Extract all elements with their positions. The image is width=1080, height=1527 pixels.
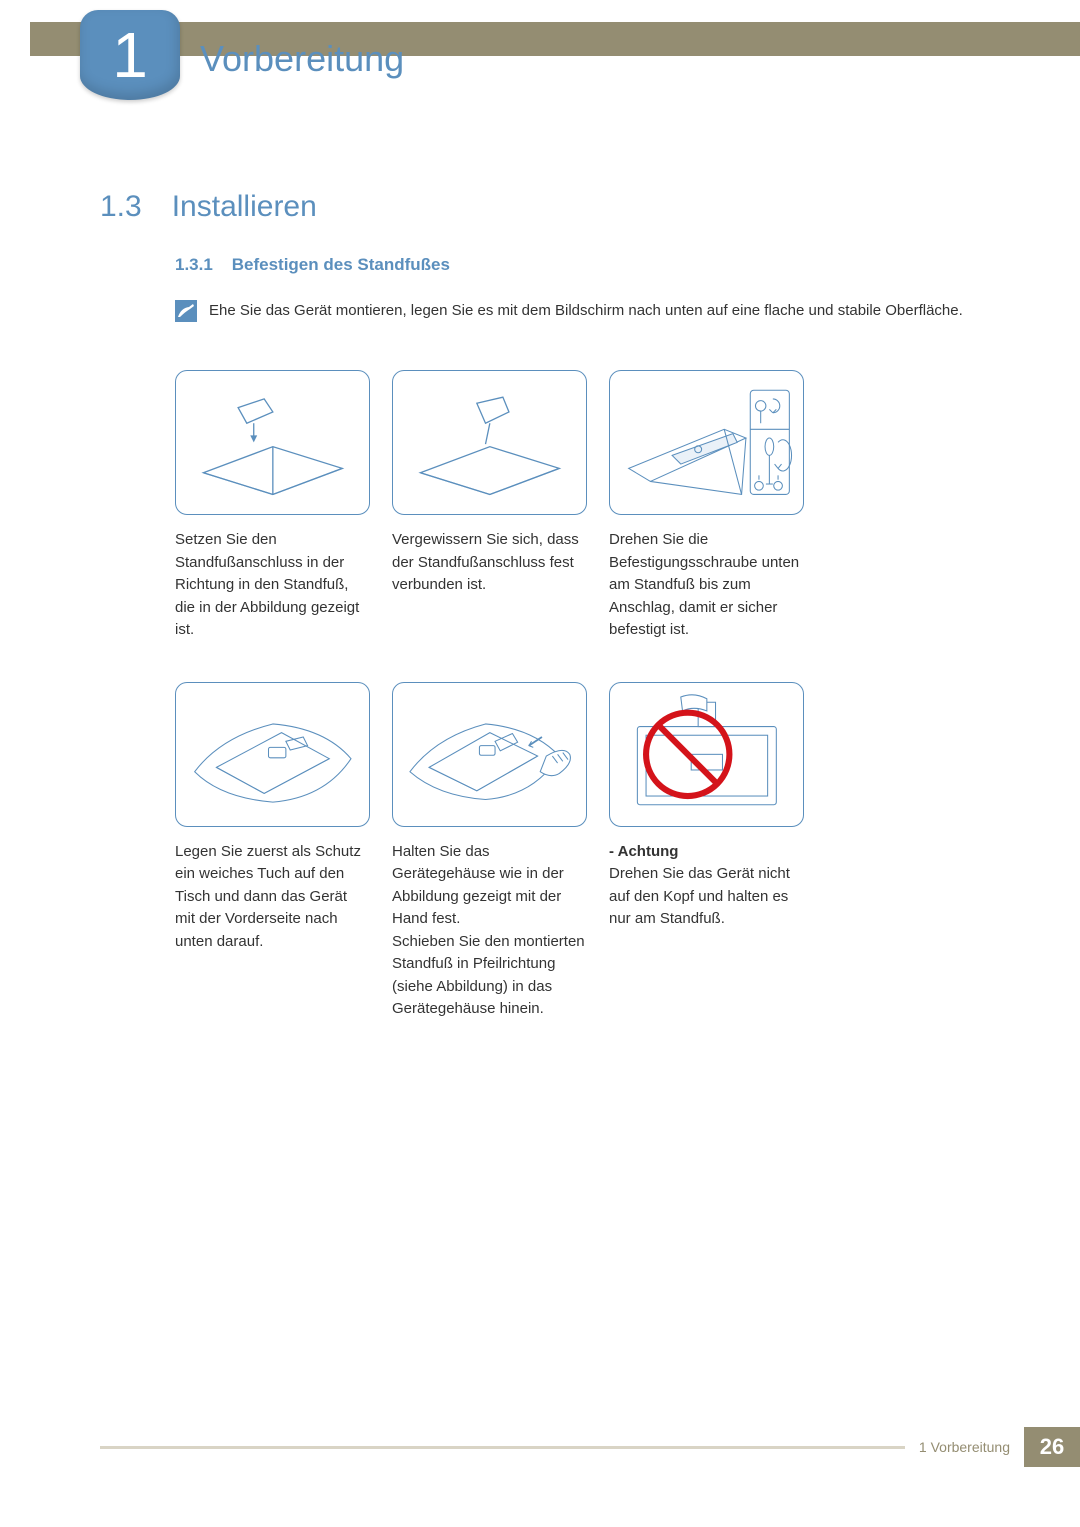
subsection-number: 1.3.1 [175,255,213,274]
section-heading: 1.3 Installieren [100,190,317,224]
step-illustration-warning [609,682,804,827]
step-grid: Setzen Sie den Standfußanschluss in der … [175,370,980,1021]
step-caption: Setzen Sie den Standfußanschluss in der … [175,529,370,642]
step-illustration [392,682,587,827]
step-illustration [175,682,370,827]
footer-text: 1 Vorbereitung [905,1439,1024,1455]
step-caption: Halten Sie das Gerätegehäuse wie in der … [392,841,587,1021]
step-cell: Setzen Sie den Standfußanschluss in der … [175,370,370,642]
footer: 1 Vorbereitung 26 [100,1427,1080,1467]
note-block: Ehe Sie das Gerät montieren, legen Sie e… [175,300,980,323]
header-bar [30,22,1080,56]
warning-label: - Achtung [609,843,678,860]
step-illustration [392,370,587,515]
warning-text: Drehen Sie das Gerät nicht auf den Kopf … [609,865,790,927]
page-number: 26 [1024,1427,1080,1467]
note-text: Ehe Sie das Gerät montieren, legen Sie e… [209,300,963,323]
section-number: 1.3 [100,190,142,224]
step-cell: - Achtung Drehen Sie das Gerät nicht auf… [609,682,804,1021]
step-cell: Legen Sie zuerst als Schutz ein weiches … [175,682,370,1021]
footer-divider [100,1446,905,1449]
section-title: Installieren [172,190,317,224]
subsection-title: Befestigen des Standfußes [232,255,450,274]
step-illustration [175,370,370,515]
note-icon [175,300,197,322]
step-cell: Halten Sie das Gerätegehäuse wie in der … [392,682,587,1021]
subsection-heading: 1.3.1 Befestigen des Standfußes [175,255,450,275]
chapter-title: Vorbereitung [200,38,404,80]
step-caption: - Achtung Drehen Sie das Gerät nicht auf… [609,841,804,931]
chapter-number-badge: 1 [80,10,180,100]
step-cell: Vergewissern Sie sich, dass der Standfuß… [392,370,587,642]
step-illustration [609,370,804,515]
step-cell: Drehen Sie die Befestigungsschraube unte… [609,370,804,642]
step-caption: Drehen Sie die Befestigungsschraube unte… [609,529,804,642]
step-caption: Legen Sie zuerst als Schutz ein weiches … [175,841,370,954]
step-caption: Vergewissern Sie sich, dass der Standfuß… [392,529,587,597]
